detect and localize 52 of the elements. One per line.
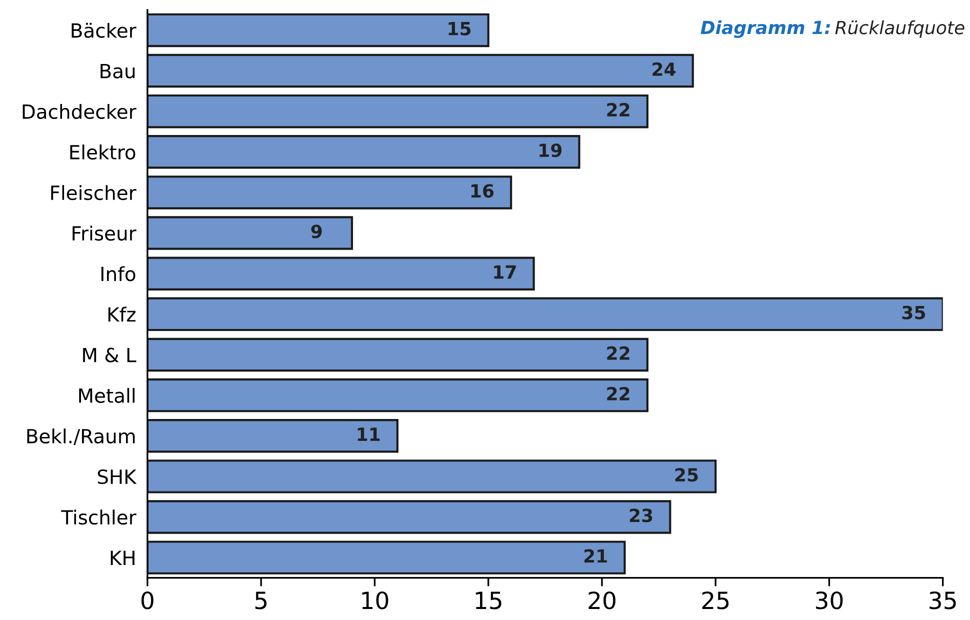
data-label: 17 (494, 265, 516, 279)
x-tick-label: 5 (255, 592, 267, 610)
text: Diagramm 1: (700, 20, 830, 38)
y-tick-label: Kfz (108, 306, 136, 322)
x-tick-label: 0 (141, 591, 154, 610)
text: Rücklaufquote (835, 20, 964, 38)
bar (147, 256, 535, 290)
data-label: 19 (540, 144, 562, 158)
bar (147, 418, 398, 453)
x-tick-label: 35 (930, 591, 956, 610)
data-label: 11 (358, 428, 380, 441)
bar (147, 540, 626, 574)
y-tick-label: Bekl./Raum (27, 428, 135, 446)
data-label: 22 (607, 346, 630, 360)
y-tick-label: Metall (79, 388, 135, 403)
bar (147, 135, 580, 169)
data-label: 35 (902, 306, 926, 320)
bar (147, 176, 512, 210)
bar (147, 338, 648, 372)
y-tick-label: Elektro (70, 144, 136, 160)
data-label: 21 (584, 549, 607, 563)
data-label: 24 (652, 62, 676, 76)
bar (147, 54, 694, 88)
bar (147, 297, 943, 332)
data-label: 15 (448, 22, 471, 36)
x-tick-label: 10 (362, 591, 388, 610)
y-tick-label: Info (101, 266, 136, 282)
bar (147, 500, 672, 534)
bar (147, 216, 354, 250)
bar (147, 94, 648, 128)
x-tick-label: 30 (816, 591, 843, 610)
data-label: 25 (675, 468, 698, 482)
y-tick-label: Fleischer (51, 185, 136, 200)
data-label: 22 (607, 386, 630, 400)
bar (147, 460, 717, 494)
x-tick-label: 25 (702, 591, 729, 610)
data-label: 23 (630, 508, 652, 522)
x-tick-label: 15 (476, 592, 502, 610)
y-tick-label: Bäcker (72, 22, 136, 38)
y-tick-label: SHK (98, 469, 137, 484)
data-label: 16 (471, 184, 494, 198)
y-tick-label: Tischler (61, 510, 136, 525)
y-tick-label: M & L (83, 348, 136, 362)
x-tick-label: 20 (588, 591, 616, 610)
bar (147, 378, 648, 412)
y-tick-label: Friseur (72, 226, 136, 241)
y-tick-label: Dachdecker (22, 104, 136, 119)
y-tick-label: Bau (100, 64, 135, 78)
y-tick-label: KH (110, 550, 134, 565)
data-label: 22 (607, 102, 630, 116)
bar (147, 13, 490, 48)
data-label: 9 (311, 224, 322, 238)
